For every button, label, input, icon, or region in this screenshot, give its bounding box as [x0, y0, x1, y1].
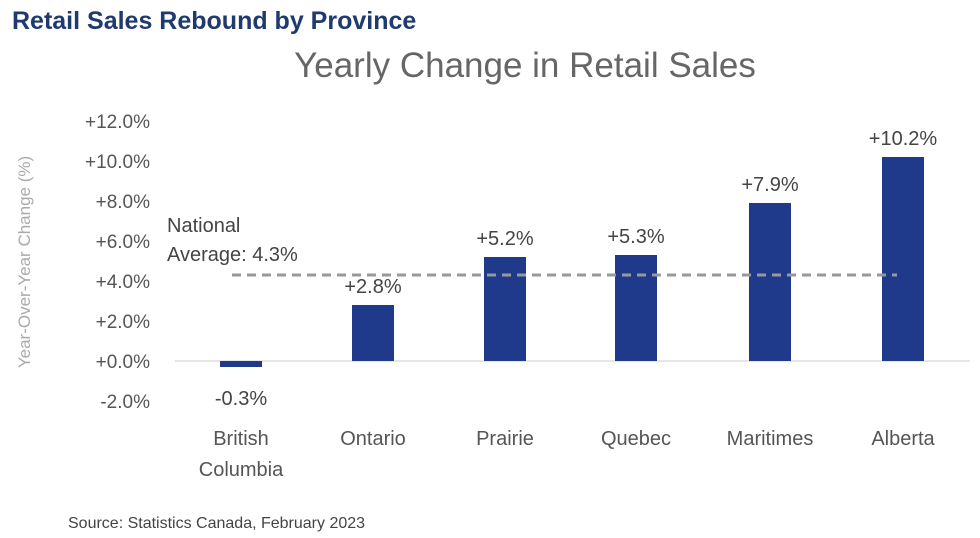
category-label: Columbia	[199, 459, 284, 481]
category-label: Maritimes	[727, 428, 814, 450]
reference-label: Average: 4.3%	[167, 244, 298, 266]
bar	[484, 257, 526, 361]
category-label: Alberta	[871, 428, 935, 450]
y-tick-label: +10.0%	[85, 152, 150, 173]
bar	[220, 361, 262, 367]
y-tick-label: +4.0%	[96, 272, 151, 293]
y-tick-label: +12.0%	[85, 112, 150, 133]
y-tick-label: +8.0%	[96, 192, 151, 213]
reference-label: National	[167, 215, 240, 237]
y-tick-label: +6.0%	[96, 232, 151, 253]
y-tick-label: +0.0%	[96, 352, 151, 373]
bar	[749, 203, 791, 361]
header-title: Retail Sales Rebound by Province	[12, 7, 416, 35]
category-label: British	[213, 428, 269, 450]
category-label: Quebec	[601, 428, 671, 450]
category-label: Ontario	[340, 428, 406, 450]
data-label: +2.8%	[344, 276, 401, 298]
data-label: +7.9%	[741, 174, 798, 196]
data-label: +5.2%	[476, 228, 533, 250]
chart-title: Yearly Change in Retail Sales	[294, 46, 756, 85]
y-axis-label: Year-Over-Year Change (%)	[15, 156, 34, 368]
category-label: Prairie	[476, 428, 534, 450]
source-note: Source: Statistics Canada, February 2023	[68, 515, 365, 532]
y-tick-label: +2.0%	[96, 312, 151, 333]
data-label: +10.2%	[869, 128, 938, 150]
data-label: +5.3%	[607, 226, 664, 248]
bar	[615, 255, 657, 361]
bar	[882, 157, 924, 361]
y-tick-label: -2.0%	[100, 392, 150, 413]
bar	[352, 305, 394, 361]
data-label: -0.3%	[215, 388, 267, 410]
